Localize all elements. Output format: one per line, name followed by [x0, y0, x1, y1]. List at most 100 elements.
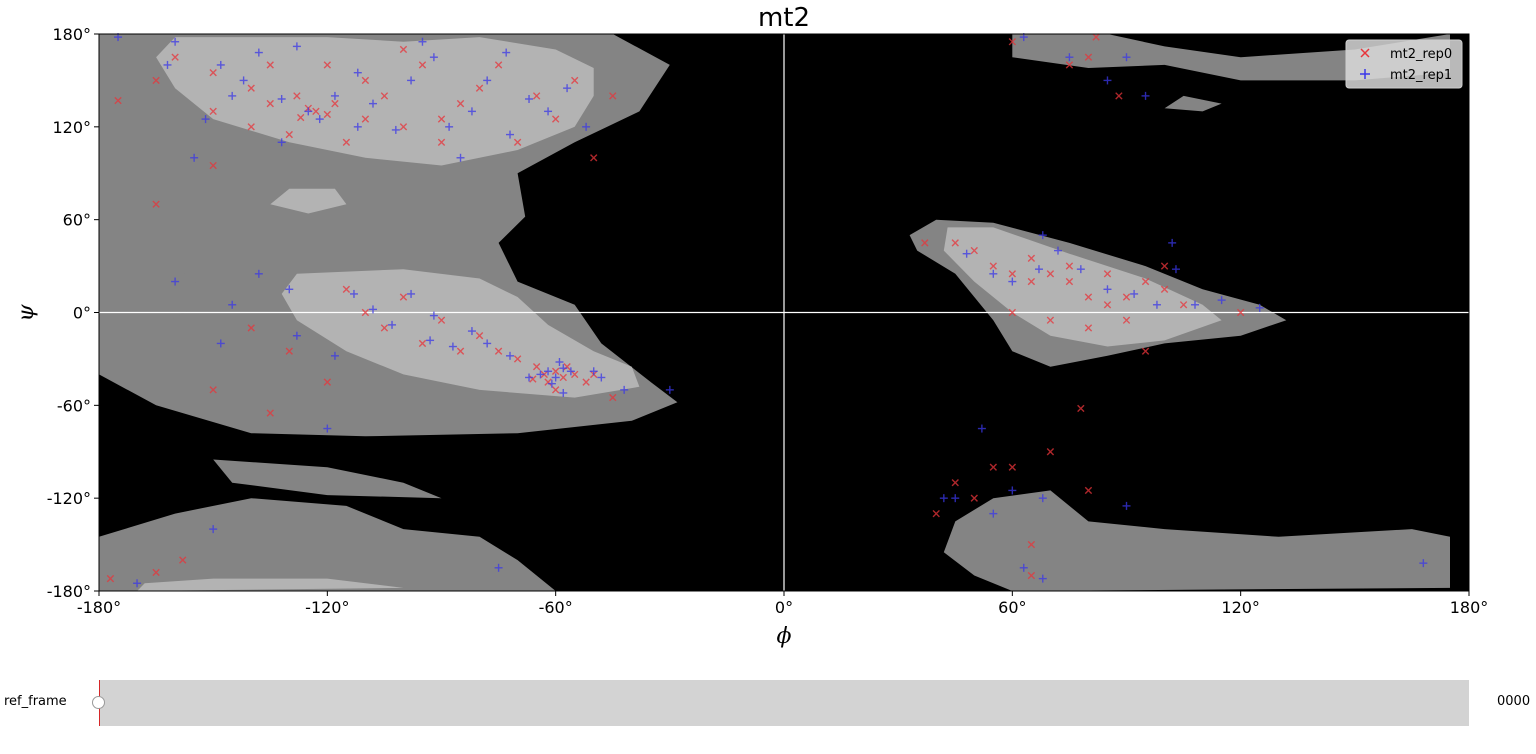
- data-point: [921, 239, 929, 247]
- data-point: [1046, 448, 1055, 456]
- y-tick-label: 180°: [52, 25, 91, 44]
- legend: mt2_rep0 mt2_rep1: [1345, 39, 1463, 89]
- data-point: [1008, 277, 1017, 286]
- data-point: [525, 373, 534, 382]
- data-point: [1084, 486, 1093, 495]
- x-tick-label: 0°: [775, 598, 793, 617]
- data-point: [456, 153, 465, 162]
- data-point: [1008, 270, 1017, 278]
- data-point: [323, 424, 332, 433]
- data-point: [247, 324, 255, 332]
- data-point: [989, 463, 998, 471]
- data-point: [285, 347, 293, 355]
- y-tick-label: 120°: [52, 118, 91, 137]
- data-point: [962, 249, 971, 258]
- data-point: [977, 424, 986, 433]
- data-point: [292, 331, 301, 340]
- data-point: [209, 68, 217, 77]
- density-region-light-3: [137, 578, 404, 591]
- density-region-light-0: [156, 37, 594, 166]
- data-point: [1160, 262, 1169, 270]
- data-point: [418, 339, 427, 348]
- data-point: [254, 48, 263, 57]
- data-point: [254, 269, 263, 278]
- y-tick-label: -120°: [47, 489, 91, 508]
- data-point: [513, 138, 522, 147]
- data-point: [353, 122, 362, 131]
- data-point: [330, 351, 339, 360]
- data-point: [1168, 238, 1177, 247]
- data-point: [1065, 277, 1074, 286]
- data-point: [285, 285, 294, 294]
- data-point: [1077, 404, 1085, 413]
- data-point: [506, 351, 514, 360]
- data-point: [190, 153, 199, 162]
- data-point: [418, 61, 427, 69]
- x-tick-label: -120°: [305, 598, 349, 617]
- data-point: [292, 42, 301, 51]
- data-point: [114, 96, 122, 105]
- data-point: [247, 123, 255, 131]
- data-point: [342, 285, 351, 293]
- data-point: [590, 154, 598, 162]
- data-point: [296, 113, 305, 122]
- data-point: [179, 556, 187, 564]
- data-point: [1141, 91, 1150, 100]
- y-tick-label: 60°: [63, 211, 91, 230]
- data-point: [201, 115, 210, 124]
- data-point: [323, 378, 332, 386]
- data-point: [323, 61, 332, 69]
- data-point: [361, 115, 370, 123]
- x-tick-label: 60°: [998, 598, 1026, 617]
- data-point: [620, 385, 629, 394]
- data-point: [1122, 53, 1131, 62]
- data-point: [429, 311, 438, 320]
- data-point: [559, 364, 568, 373]
- data-point: [315, 115, 324, 124]
- data-point: [544, 367, 553, 376]
- data-point: [1019, 563, 1028, 572]
- x-tick-label: 120°: [1221, 598, 1260, 617]
- data-point: [525, 94, 534, 103]
- data-point: [133, 579, 142, 588]
- slider-handle[interactable]: [92, 696, 105, 709]
- data-point: [1008, 308, 1017, 317]
- data-point: [609, 92, 617, 100]
- data-point: [209, 161, 217, 170]
- density-region-mid-6: [1012, 34, 1450, 81]
- data-point: [1191, 300, 1199, 309]
- data-point: [266, 61, 274, 69]
- data-point: [1130, 289, 1139, 298]
- data-point: [266, 409, 274, 417]
- data-point: [209, 386, 217, 394]
- data-point: [494, 563, 503, 572]
- slider-track[interactable]: [99, 680, 1469, 726]
- data-point: [1027, 277, 1036, 286]
- data-point: [1103, 270, 1112, 278]
- data-point: [513, 355, 522, 363]
- data-point: [1084, 53, 1093, 61]
- data-point: [951, 239, 959, 247]
- data-point: [555, 358, 564, 367]
- data-point: [152, 200, 160, 208]
- data-point: [277, 94, 286, 103]
- data-point: [1027, 254, 1036, 263]
- data-point: [429, 53, 438, 62]
- data-point: [330, 91, 339, 100]
- data-point: [951, 478, 959, 487]
- data-point: [547, 379, 556, 388]
- data-point: [1217, 296, 1226, 305]
- data-point: [456, 99, 465, 108]
- data-point: [1141, 347, 1150, 355]
- data-point: [407, 289, 416, 298]
- data-point: [285, 130, 293, 139]
- data-point: [312, 107, 320, 116]
- data-point: [932, 509, 940, 518]
- x-axis-label: ϕ: [777, 624, 792, 649]
- data-point: [570, 76, 579, 85]
- data-point: [939, 494, 948, 503]
- y-axis: -180° -120° -60° 0° 60° 120° 180°: [47, 25, 99, 601]
- y-tick-label: -180°: [47, 582, 91, 601]
- data-point: [1065, 262, 1074, 270]
- data-point: [1008, 486, 1017, 495]
